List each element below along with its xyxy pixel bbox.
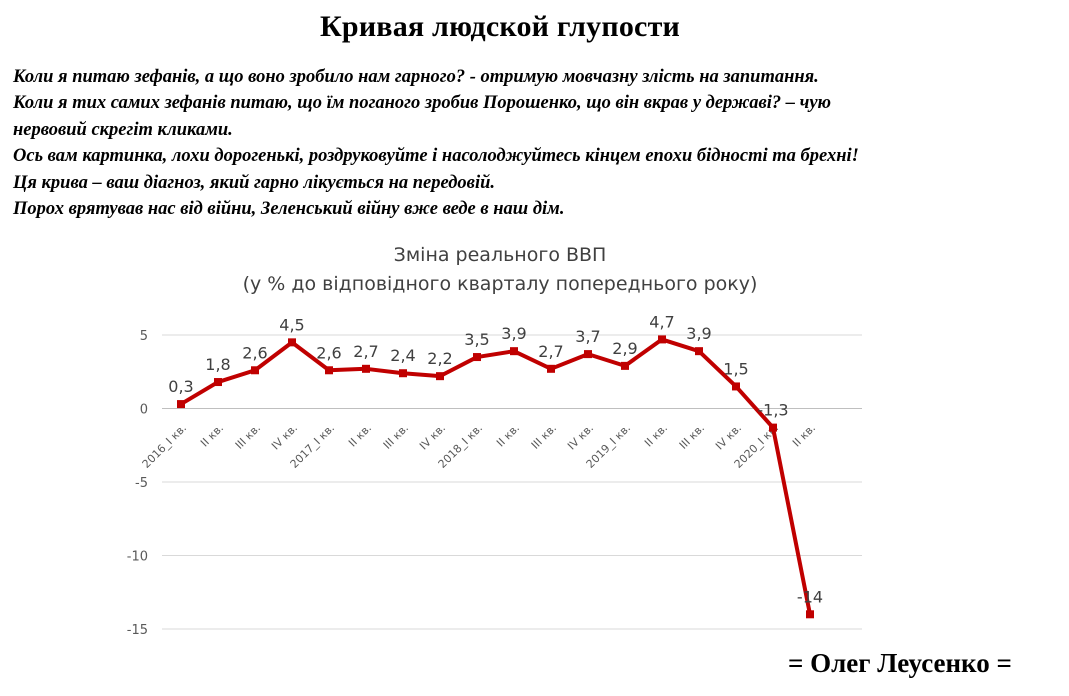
data-label: 1,8: [205, 355, 230, 374]
data-point: [621, 361, 629, 370]
y-tick-label: -5: [135, 476, 148, 491]
y-tick-label: 5: [140, 329, 148, 344]
x-tick-label: II кв.: [494, 421, 522, 449]
author-signature: = Олег Леусенко =: [788, 648, 1012, 678]
data-label: 2,2: [427, 349, 452, 368]
data-point: [584, 350, 592, 359]
x-tick-label: IV кв.: [565, 421, 596, 452]
x-tick-label: III кв.: [677, 421, 707, 451]
x-tick-label: II кв.: [198, 421, 226, 449]
data-label: 2,6: [242, 343, 267, 362]
data-point: [510, 347, 518, 356]
headline: Кривая людской глупости: [319, 10, 680, 43]
data-label: 3,7: [575, 327, 600, 346]
x-tick-label: IV кв.: [713, 421, 744, 452]
x-tick-label: III кв.: [529, 421, 559, 451]
data-label: -14: [797, 587, 823, 606]
data-label: 3,9: [501, 324, 526, 343]
x-tick-label: IV кв.: [269, 421, 300, 452]
data-label: 2,4: [390, 346, 415, 365]
data-label: 4,5: [279, 315, 304, 334]
data-point: [436, 372, 444, 381]
data-point: [362, 364, 370, 373]
data-label: 2,6: [316, 343, 341, 362]
chart-title: Зміна реального ВВП: [393, 244, 607, 266]
data-label: -1,3: [757, 401, 788, 420]
series-points: [177, 335, 814, 619]
data-point: [806, 610, 814, 619]
data-point: [177, 400, 185, 409]
data-point: [658, 335, 666, 344]
data-label: 3,9: [686, 324, 711, 343]
data-labels: 0,3 1,8 2,6 4,5 2,6 2,7 2,4 2,2 3,5 3,9 2,7 3,7 2,9 4…: [168, 312, 823, 606]
data-point: [214, 378, 222, 387]
data-point: [288, 338, 296, 347]
x-tick-label: 2016_I кв.: [140, 421, 189, 470]
body-line: Коли я тих самих зефанів питаю, що їм по…: [13, 93, 832, 114]
gdp-series-line: [179, 337, 812, 615]
y-tick-label: -10: [127, 550, 148, 565]
data-label: 4,7: [649, 312, 674, 331]
body-line: Коли я питаю зефанів, а що воно зробило …: [13, 67, 819, 87]
chart-subtitle: (у % до відповідного кварталу попередньо…: [242, 273, 758, 295]
x-tick-label: II кв.: [642, 421, 670, 449]
data-point: [251, 366, 259, 375]
x-tick-label: II кв.: [790, 421, 818, 449]
data-label: 3,5: [464, 330, 489, 349]
body-line: Ось вам картинка, лохи дорогенькі, роздр…: [13, 146, 859, 167]
data-point: [695, 347, 703, 356]
data-point: [732, 382, 740, 391]
data-label: 1,5: [723, 359, 748, 378]
x-tick-label: II кв.: [346, 421, 374, 449]
y-tick-label: 0: [140, 403, 148, 418]
body-line: Ця крива – ваш діагноз, який гарно лікує…: [13, 172, 496, 193]
x-tick-label: IV кв.: [417, 421, 448, 452]
data-label: 0,3: [168, 377, 193, 396]
grid: [162, 334, 862, 630]
y-axis-ticks: 5 0 -5 -10 -15: [127, 329, 148, 638]
data-label: 2,9: [612, 339, 637, 358]
data-point: [473, 353, 481, 362]
data-point: [399, 369, 407, 378]
body-text: Коли я питаю зефанів, а що воно зробило …: [13, 64, 1063, 222]
x-axis-ticks: 2016_I кв. II кв. III кв. IV кв.2017_I кв. I…: [140, 421, 818, 470]
series-line: [179, 337, 812, 615]
body-line: нервовий скрегіт кликами.: [13, 119, 233, 140]
data-point: [325, 366, 333, 375]
body-line: Порох врятував нас від війни, Зеленський…: [13, 199, 565, 220]
y-tick-label: -15: [127, 623, 148, 638]
x-tick-label: III кв.: [381, 421, 411, 451]
x-tick-label: III кв.: [233, 421, 263, 451]
data-label: 2,7: [538, 342, 563, 361]
data-label: 2,7: [353, 342, 378, 361]
data-point: [547, 364, 555, 373]
data-point: [769, 423, 777, 432]
